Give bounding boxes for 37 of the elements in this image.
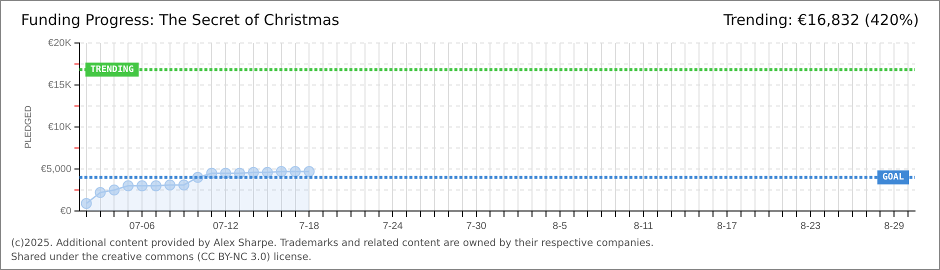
chart-title: Funding Progress: The Secret of Christmas xyxy=(21,11,340,29)
point xyxy=(80,198,92,209)
point xyxy=(304,166,315,178)
point xyxy=(262,166,273,178)
x-tick-label: 7-18 xyxy=(299,220,320,232)
point xyxy=(164,179,176,190)
x-tick-label: 7-30 xyxy=(466,220,487,232)
point xyxy=(150,180,162,192)
ref-line-label: TRENDING xyxy=(90,64,134,75)
point xyxy=(206,168,218,179)
y-axis-title: PLEDGED xyxy=(22,104,33,149)
point xyxy=(290,166,301,178)
text: (c)2025. Additional content provided by Alex Sharpe. Trademarks and related content are owned by their respective companies. xyxy=(11,237,654,251)
chart-subtitle: Trending: €16,832 (420%) xyxy=(724,11,919,29)
x-tick-label: 07-12 xyxy=(212,220,239,232)
x-tick-label: 7-24 xyxy=(382,220,404,232)
y-tick-label: €15K xyxy=(48,80,72,91)
x-tick-label: 8-23 xyxy=(800,220,821,232)
point xyxy=(94,187,106,198)
text: Shared under the creative commons (CC BY-NC 3.0) license. xyxy=(11,251,313,265)
point xyxy=(220,168,232,179)
point xyxy=(248,166,259,178)
ref-line-label: GOAL xyxy=(882,172,905,183)
x-tick-label: 8-29 xyxy=(884,220,905,232)
point xyxy=(276,166,287,178)
x-tick-label: 8-5 xyxy=(552,220,568,232)
y-tick-label: €20K xyxy=(48,38,72,49)
x-tick-label: 8-17 xyxy=(716,220,738,232)
point xyxy=(178,179,190,190)
y-tick-label: €0 xyxy=(60,206,72,217)
y-tick-label: €10K xyxy=(48,122,72,133)
point xyxy=(122,180,134,192)
x-tick-label: 07-06 xyxy=(129,220,156,232)
y-tick-label: €5,000 xyxy=(40,164,72,175)
x-tick-label: 8-11 xyxy=(634,220,654,232)
point xyxy=(108,184,120,196)
point xyxy=(136,180,148,192)
